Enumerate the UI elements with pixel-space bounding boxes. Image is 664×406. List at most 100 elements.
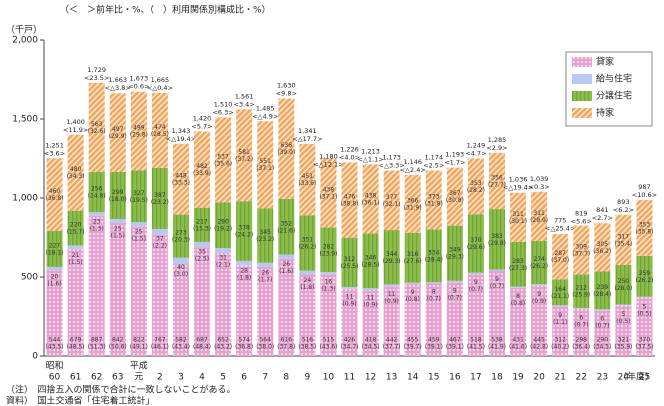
bar-segment [194,207,211,242]
share-label: (41.5) [467,344,485,351]
bar-segment [510,287,527,356]
share-label: (29.8) [488,240,506,247]
share-label: (27.7) [488,181,506,188]
bar-segment [594,223,611,272]
bar-segment [257,262,274,267]
bar-segment [172,264,189,356]
total-label: 1,630 [277,81,296,89]
total-label: 775 [554,217,566,225]
x-tick-label: 60 [49,373,61,383]
x-tick-label: 18 [491,373,503,383]
bar-segment [510,286,527,288]
value-label: 290 [597,337,609,344]
legend-swatch [572,74,592,84]
value-label: 482 [196,163,208,170]
share-label: (39.1) [446,344,464,351]
value-label: 9 [558,312,562,319]
bar-segment [67,210,84,246]
x-tick-label: 19 [512,373,524,383]
x-tick-label: 7 [262,373,268,383]
bar-segment [510,241,527,287]
share-label: (37.7) [383,344,401,351]
bar-segment [278,98,295,199]
bar-segment [278,254,295,259]
total-label: 1,561 [235,92,254,100]
x-axis-label: （年度） [618,371,654,383]
share-label: (29.3) [383,258,401,265]
x-tick-label: 23 [597,373,608,383]
value-label: 378 [238,225,250,232]
share-label: (34.5) [593,344,611,351]
value-label: 383 [491,233,503,240]
total-label: 1,343 [172,127,191,135]
y-tick-label: 0 [32,352,38,362]
value-label: 212 [576,285,588,292]
share-label: (1.6) [279,268,293,275]
bar-segment [278,258,295,356]
share-label: (28.2) [467,187,485,194]
value-label: 767 [154,337,166,344]
share-label: (37.7) [572,251,590,258]
bar-segment [573,274,590,308]
share-label: (32.1) [383,201,401,208]
x-tick-label: 20 [533,373,545,383]
value-label: 445 [533,337,545,344]
share-label: (24.2) [235,232,253,239]
bar-segment [320,274,337,356]
value-label: 6 [579,314,583,321]
share-label: (37.0) [551,257,569,264]
value-label: 8 [432,289,436,296]
value-label: 259 [639,270,651,277]
bar-segment [615,304,632,306]
change-label: <△25.4> [545,225,575,233]
value-label: 349 [449,247,461,254]
share-label: (21.6) [277,227,295,234]
share-label: (33.6) [298,180,316,187]
share-label: (1.3) [321,286,335,293]
share-label: (33.9) [193,170,211,177]
value-label: 11 [346,293,354,300]
y-tick-label: 500 [21,273,38,283]
share-label: (25.9) [572,292,590,299]
x-tick-label: 63 [112,373,123,383]
y-axis-label: （千戸） [6,25,42,36]
bar-segment [425,170,442,230]
share-label: (0.7) [469,286,483,293]
value-label: 20 [51,273,59,280]
bar-segment [594,309,611,311]
value-label: 317 [618,233,630,240]
value-label: 11 [388,291,396,298]
value-label: 515 [323,337,335,344]
share-label: (2.5) [195,255,209,262]
share-label: (48.4) [193,344,211,351]
era-label: 平成 [130,360,148,372]
bar-segment [531,285,548,356]
bar-segment [510,192,527,242]
bar-segment [404,232,421,283]
bar-segment [67,134,84,211]
share-label: (43.2) [214,344,232,351]
value-label: 273 [175,230,187,237]
share-label: (0.9) [342,300,356,307]
bar-segment [341,288,358,356]
share-label: (1.5) [132,236,146,243]
bar-segment [46,158,63,232]
share-label: (42.8) [530,344,548,351]
x-tick-label: 3 [178,373,184,383]
share-label: (21.1) [551,293,569,300]
total-label: 1,173 [382,154,401,162]
share-label: (35.6) [214,160,232,167]
value-label: 563 [91,121,103,128]
value-label: 474 [154,124,166,131]
value-label: 370 [470,237,482,244]
total-label: 987 [638,183,650,191]
share-label: (36.8) [235,344,253,351]
value-label: 217 [196,218,208,225]
x-tick-label: 16 [449,373,461,383]
share-label: (1.1) [553,319,567,326]
total-label: 1,213 [361,147,380,155]
share-label: (37.1) [256,165,274,172]
share-label: (26.2) [635,277,653,284]
bar-segment [362,164,379,234]
value-label: 497 [112,126,124,133]
